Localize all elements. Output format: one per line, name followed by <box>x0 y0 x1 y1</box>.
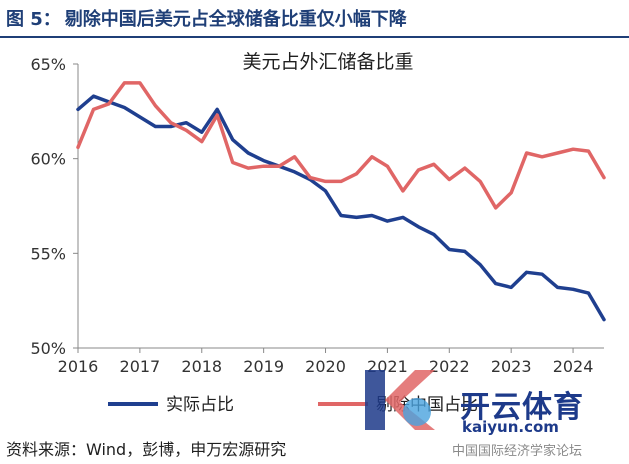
x-tick-label: 2017 <box>120 357 161 376</box>
chart-series <box>76 81 606 322</box>
figure-title: 剔除中国后美元占全球储备比重仅小幅下降 <box>64 9 407 30</box>
x-tick-label: 2016 <box>58 357 99 376</box>
x-tick-label: 2020 <box>305 357 346 376</box>
chart-axes: 50%55%60%65%2016 2017 2018 2019 2020 2021 2022… <box>30 55 604 376</box>
watermark-logo-icon <box>365 370 435 430</box>
watermark-brand: 开云体育 <box>460 390 584 425</box>
source-note: 资料来源：Wind，彭博，申万宏源研究 <box>6 440 287 459</box>
caption-rule <box>0 36 629 38</box>
x-tick-label: 2018 <box>181 357 222 376</box>
x-tick-label: 2024 <box>553 357 594 376</box>
x-tick-label: 2023 <box>491 357 532 376</box>
figure-caption: 图 5： 剔除中国后美元占全球储备比重仅小幅下降 <box>0 0 629 36</box>
x-tick-label: 2022 <box>429 357 470 376</box>
watermark-subtitle: 中国国际经济学家论坛 <box>452 444 583 459</box>
figure-number: 图 5： <box>6 9 61 30</box>
series-line-1 <box>76 81 606 210</box>
y-tick-label: 55% <box>30 244 66 263</box>
y-tick-label: 60% <box>30 150 66 169</box>
watermark-url: kaiyun.com <box>462 418 559 436</box>
reserve-share-line-chart: 美元占外汇储备比重 50% 55% 60% 65% 2016 2017 2018 2019 20… <box>30 51 606 415</box>
x-tick-label: 2019 <box>243 357 284 376</box>
y-tick-label: 50% <box>30 339 66 358</box>
series-line-0 <box>76 94 606 322</box>
legend-label-0: 实际占比 <box>166 395 234 415</box>
chart-title: 美元占外汇储备比重 <box>242 51 413 73</box>
y-tick-label: 65% <box>30 55 66 74</box>
